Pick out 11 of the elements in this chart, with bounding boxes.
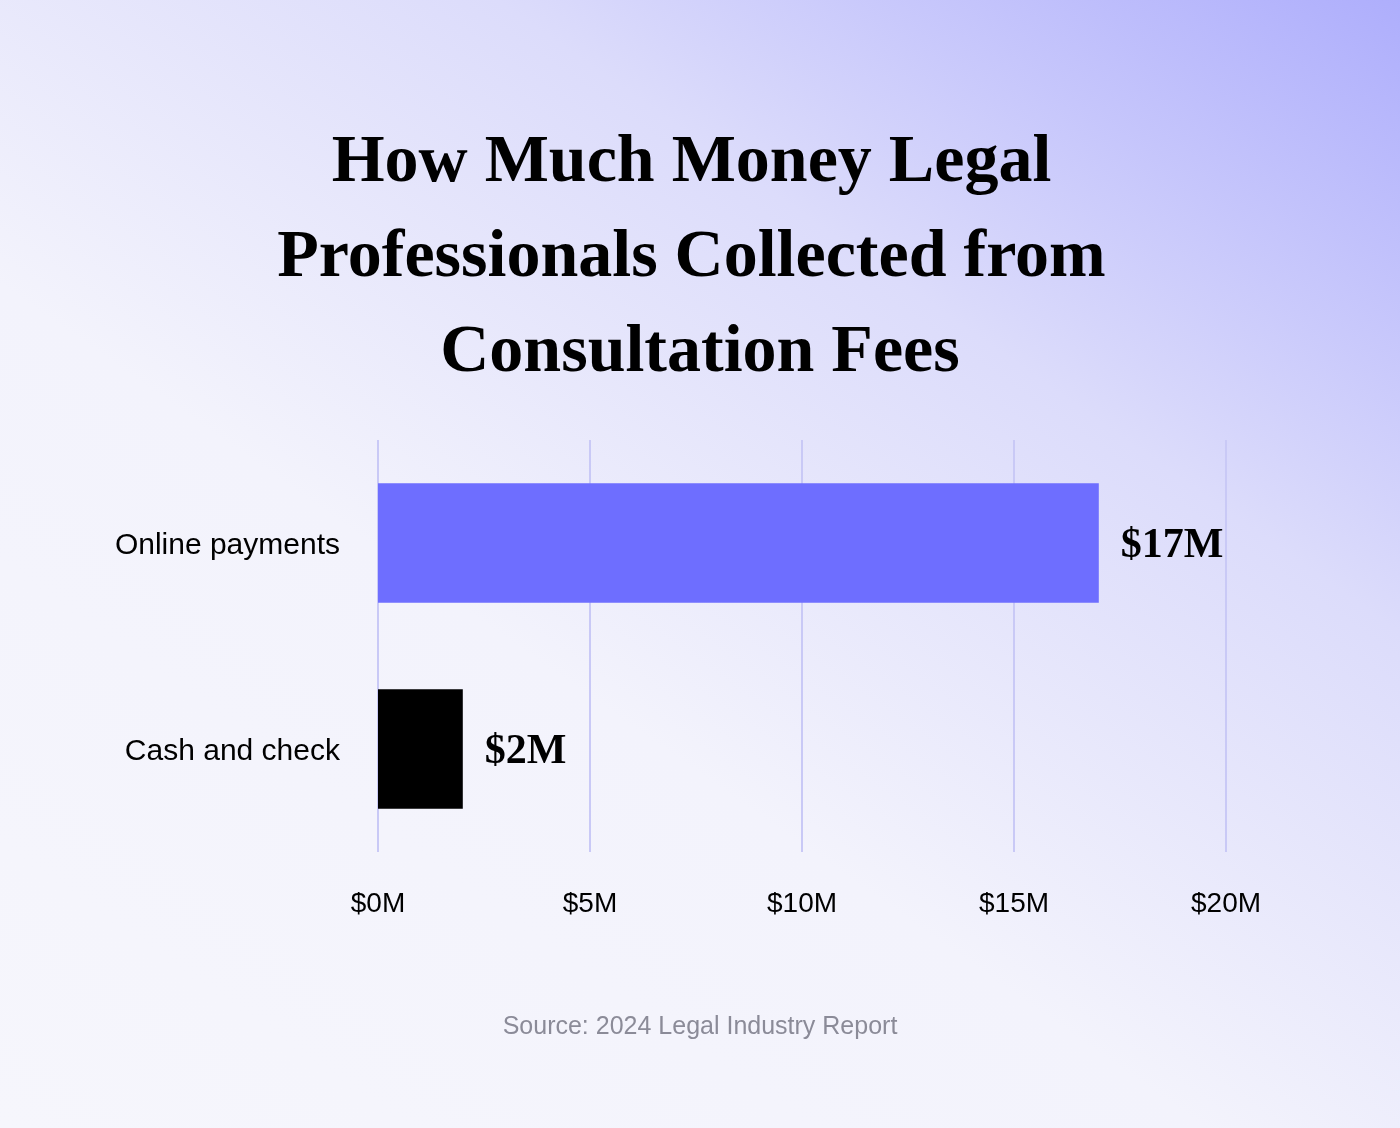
data-label: $17M (1120, 520, 1224, 566)
x-tick-label: $10M (766, 886, 838, 918)
x-tick-label: $20M (1190, 886, 1262, 918)
x-tick-label: $5M (562, 886, 618, 918)
chart-title: How Much Money Legal Professionals Collected from Consultation Fees (277, 119, 1123, 386)
y-tick-label: Cash and check (124, 732, 341, 766)
x-tick-label: $0M (350, 886, 406, 918)
data-label: $2M (484, 726, 567, 772)
y-tick-label: Online payments (114, 526, 340, 560)
x-tick-label: $15M (978, 886, 1050, 918)
source-note: Source: 2024 Legal Industry Report (502, 1010, 898, 1039)
